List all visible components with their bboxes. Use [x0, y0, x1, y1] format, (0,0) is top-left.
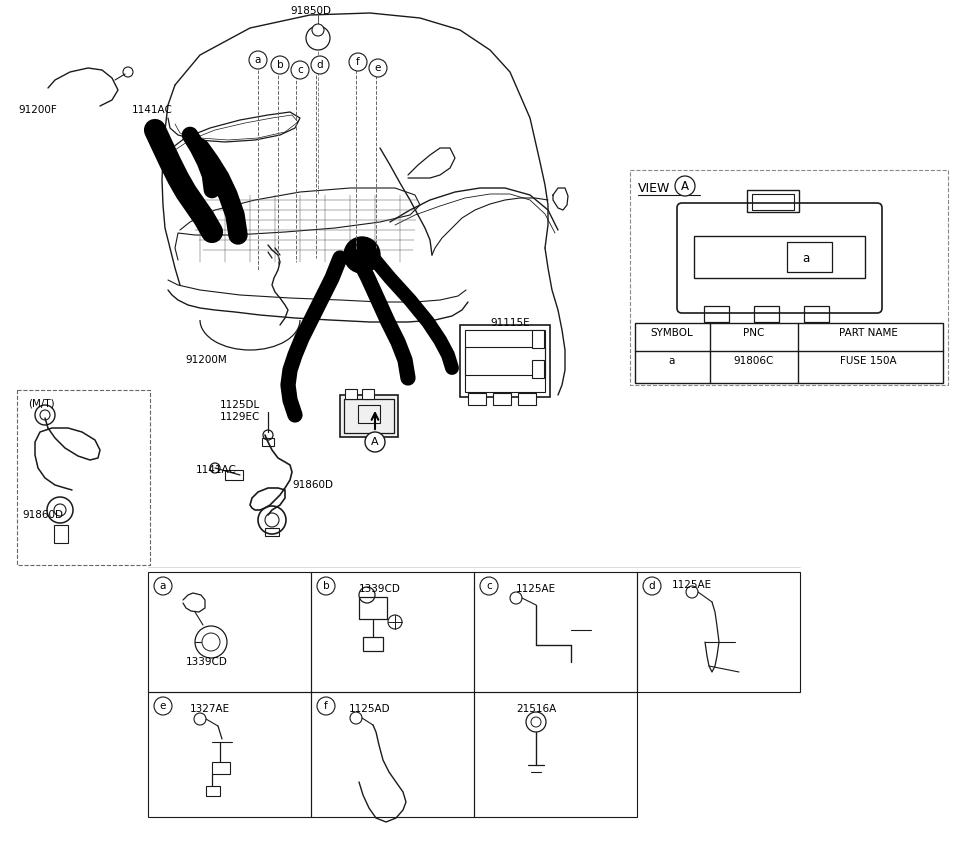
- Bar: [747, 190, 799, 212]
- Bar: [703, 306, 728, 322]
- Bar: [464, 330, 545, 392]
- Text: 1339CD: 1339CD: [185, 657, 228, 667]
- Text: 21516A: 21516A: [515, 704, 555, 714]
- Text: e: e: [375, 63, 381, 73]
- Text: a: a: [255, 55, 261, 65]
- Bar: [634, 323, 942, 383]
- Text: 1327AE: 1327AE: [190, 704, 230, 714]
- Bar: [464, 347, 545, 375]
- Bar: [629, 170, 947, 385]
- Bar: [693, 236, 864, 278]
- Bar: [211, 762, 230, 774]
- Text: d: d: [316, 60, 323, 70]
- Circle shape: [349, 53, 366, 71]
- Text: a: a: [668, 356, 675, 366]
- Text: a: a: [801, 252, 808, 265]
- Bar: [148, 692, 310, 817]
- Text: c: c: [297, 65, 303, 75]
- Bar: [310, 572, 474, 692]
- Text: 1129EC: 1129EC: [220, 412, 260, 422]
- Bar: [361, 389, 374, 399]
- Text: A: A: [680, 180, 688, 192]
- Bar: [492, 393, 510, 405]
- Text: 91200M: 91200M: [185, 355, 227, 365]
- Text: c: c: [485, 581, 491, 591]
- Bar: [339, 395, 398, 437]
- Text: d: d: [648, 581, 654, 591]
- Bar: [344, 399, 394, 433]
- Text: PNC: PNC: [743, 328, 764, 338]
- Text: f: f: [356, 57, 359, 67]
- Text: (M/T): (M/T): [28, 398, 55, 408]
- Bar: [54, 525, 68, 543]
- Text: 1141AC: 1141AC: [196, 465, 236, 475]
- Text: 1125AE: 1125AE: [515, 584, 555, 594]
- Bar: [362, 637, 382, 651]
- Bar: [261, 438, 274, 446]
- Text: FUSE 150A: FUSE 150A: [839, 356, 896, 366]
- Text: f: f: [324, 701, 328, 711]
- Circle shape: [311, 24, 324, 36]
- Bar: [206, 786, 220, 796]
- Circle shape: [480, 577, 498, 595]
- Text: VIEW: VIEW: [637, 182, 670, 195]
- Circle shape: [675, 176, 694, 196]
- Text: a: a: [160, 581, 166, 591]
- Text: 91860D: 91860D: [292, 480, 333, 490]
- Circle shape: [306, 26, 330, 50]
- Circle shape: [290, 61, 308, 79]
- Circle shape: [154, 697, 172, 715]
- Text: 1125DL: 1125DL: [220, 400, 260, 410]
- Bar: [474, 692, 636, 817]
- Bar: [467, 393, 485, 405]
- Text: 91806C: 91806C: [733, 356, 774, 366]
- Text: e: e: [160, 701, 166, 711]
- Bar: [357, 405, 380, 423]
- Circle shape: [317, 577, 334, 595]
- Text: 91200F: 91200F: [18, 105, 57, 115]
- Circle shape: [249, 51, 267, 69]
- Circle shape: [642, 577, 660, 595]
- Bar: [636, 572, 800, 692]
- Circle shape: [154, 577, 172, 595]
- Text: A: A: [371, 437, 379, 447]
- Text: PART NAME: PART NAME: [838, 328, 897, 338]
- Circle shape: [364, 432, 384, 452]
- Text: 1125AE: 1125AE: [672, 580, 711, 590]
- Text: 91860D: 91860D: [22, 510, 62, 520]
- Text: 1125AD: 1125AD: [349, 704, 390, 714]
- Bar: [264, 528, 279, 536]
- Circle shape: [271, 56, 288, 74]
- Text: 1339CD: 1339CD: [358, 584, 401, 594]
- Bar: [531, 360, 543, 378]
- Text: 91115E: 91115E: [489, 318, 530, 328]
- Bar: [345, 389, 357, 399]
- Text: 91850D: 91850D: [289, 6, 331, 16]
- Text: b: b: [277, 60, 283, 70]
- Text: SYMBOL: SYMBOL: [650, 328, 693, 338]
- Bar: [358, 597, 386, 619]
- Bar: [474, 572, 636, 692]
- Bar: [753, 306, 778, 322]
- Bar: [459, 325, 550, 397]
- Bar: [17, 390, 150, 565]
- Bar: [517, 393, 535, 405]
- Circle shape: [344, 237, 380, 273]
- Circle shape: [369, 59, 386, 77]
- Bar: [752, 194, 793, 210]
- Text: b: b: [322, 581, 329, 591]
- Bar: [310, 692, 474, 817]
- Circle shape: [310, 56, 329, 74]
- Bar: [225, 470, 243, 480]
- Bar: [148, 572, 310, 692]
- Bar: [803, 306, 828, 322]
- Circle shape: [317, 697, 334, 715]
- Text: 1141AC: 1141AC: [132, 105, 173, 115]
- Bar: [531, 330, 543, 348]
- Bar: [786, 242, 831, 272]
